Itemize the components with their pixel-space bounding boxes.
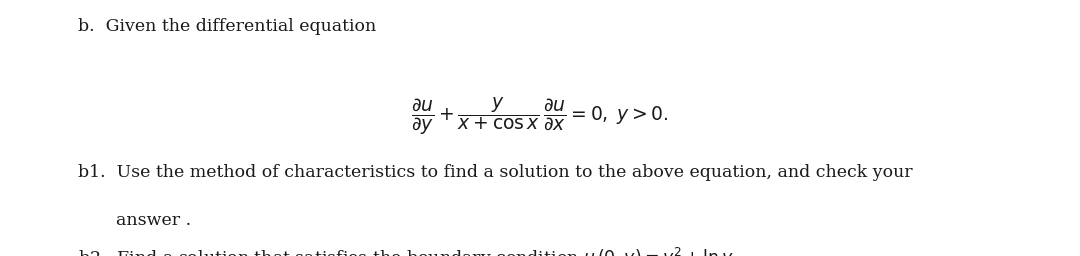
Text: answer .: answer . — [116, 212, 191, 229]
Text: b1.  Use the method of characteristics to find a solution to the above equation,: b1. Use the method of characteristics to… — [78, 164, 913, 181]
Text: $\dfrac{\partial u}{\partial y} + \dfrac{y}{x + \cos x}\,\dfrac{\partial u}{\par: $\dfrac{\partial u}{\partial y} + \dfrac… — [411, 95, 669, 137]
Text: b2.  Find a solution that satisfies the boundary condition $u\,(0, y) = y^2 + \l: b2. Find a solution that satisfies the b… — [78, 246, 738, 256]
Text: b.  Given the differential equation: b. Given the differential equation — [78, 18, 376, 35]
